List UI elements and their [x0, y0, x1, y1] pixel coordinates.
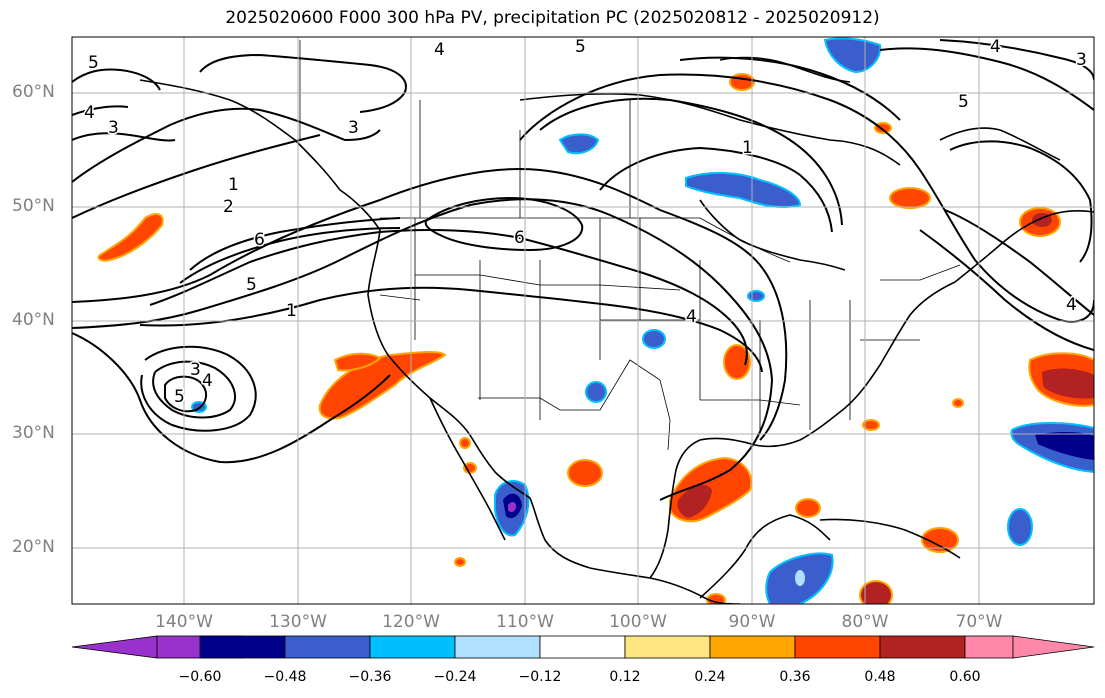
contour-label: 1	[286, 301, 297, 321]
colorbar-segment	[794, 635, 881, 659]
colorbar-extend-high	[1012, 635, 1095, 659]
contour-label: 5	[88, 53, 99, 73]
colorbar-segment	[454, 635, 541, 659]
contour-label: 5	[958, 92, 969, 112]
colorbar-tick-label: −0.24	[433, 669, 477, 685]
lon-label: 140°W	[155, 612, 213, 632]
contour-label: 1	[228, 175, 239, 195]
colorbar-tick-label: 0.24	[694, 669, 726, 685]
colorbar-tick-label: −0.60	[178, 669, 222, 685]
contour-label: 5	[575, 37, 586, 57]
contour-label: 2	[223, 197, 234, 217]
colorbar-tick-label: 0.12	[609, 669, 641, 685]
lat-label: 20°N	[12, 537, 55, 557]
contour-label: 3	[1076, 50, 1087, 70]
colorbar-tick-label: −0.48	[263, 669, 307, 685]
contour-label: 3	[108, 118, 119, 138]
colorbar-tick-label: 0.60	[949, 669, 981, 685]
pv-contours	[72, 39, 1094, 501]
colorbar-tick-label: −0.36	[348, 669, 392, 685]
colorbar-segment	[879, 635, 966, 659]
lat-label: 40°N	[12, 310, 55, 330]
colorbar-tick-label: 0.48	[864, 669, 896, 685]
colorbar-segment	[624, 635, 711, 659]
contour-label: 4	[686, 307, 697, 327]
contour-label: 4	[202, 371, 213, 391]
lon-label: 120°W	[382, 612, 440, 632]
lon-label: 130°W	[269, 612, 327, 632]
contour-label: 5	[174, 387, 185, 407]
contour-label: 4	[434, 40, 445, 60]
colorbar-segment	[964, 635, 1014, 659]
lon-label: 100°W	[609, 612, 667, 632]
precipitation-shading	[97, 37, 1094, 604]
lon-label: 110°W	[496, 612, 554, 632]
lat-label: 60°N	[12, 82, 55, 102]
contour-label: 1	[742, 138, 753, 158]
colorbar-tick-label: 0.36	[779, 669, 811, 685]
lon-label: 90°W	[728, 612, 776, 632]
lat-label: 30°N	[12, 423, 55, 443]
contour-label: 4	[1066, 295, 1077, 315]
colorbar-segment	[284, 635, 371, 659]
colorbar-segment	[709, 635, 796, 659]
contour-label: 4	[990, 37, 1001, 57]
contour-label: 3	[190, 360, 201, 380]
map-frame	[71, 36, 1095, 605]
contour-labels: 5 4 3 4 5 4 3 1 2 6 5 1 6 4 1 5 3 4 3 5 …	[83, 37, 1089, 409]
contour-label: 6	[514, 228, 525, 248]
colorbar-tick-label: −0.12	[518, 669, 562, 685]
contour-label: 6	[254, 230, 265, 250]
contour-label: 3	[348, 118, 359, 138]
colorbar	[71, 635, 1095, 659]
contour-label: 5	[246, 275, 257, 295]
colorbar-extend-low	[71, 635, 158, 659]
colorbar-segment	[369, 635, 456, 659]
lon-label: 80°W	[841, 612, 889, 632]
gridlines	[72, 37, 1094, 604]
lon-label: 70°W	[955, 612, 1003, 632]
borders	[299, 40, 961, 451]
lat-label: 50°N	[12, 196, 55, 216]
colorbar-segment	[199, 635, 286, 659]
map-title: 2025020600 F000 300 hPa PV, precipitatio…	[225, 8, 880, 28]
contour-label: 4	[84, 103, 95, 123]
colorbar-segment	[539, 635, 626, 659]
